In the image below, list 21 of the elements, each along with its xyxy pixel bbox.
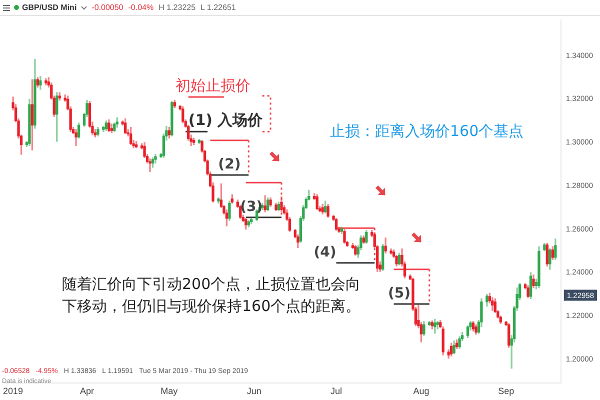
x-tick-label: May: [160, 386, 178, 396]
x-tick-label: Jun: [246, 386, 262, 396]
chart-title: GBP/USD Mini: [22, 3, 77, 12]
x-tick-label: 2019: [3, 386, 24, 396]
annotation: (3): [240, 198, 263, 215]
x-tick-label: Jul: [330, 386, 342, 396]
text: -0.00050: [92, 3, 124, 12]
x-tick-label: Aug: [413, 386, 430, 396]
annotation: 止损：距离入场价160个基点: [330, 122, 524, 140]
text: H 1.23225: [158, 3, 196, 12]
candlestick: [148, 158, 152, 172]
annotation: 随着汇价向下引动200个点，止损位置也会向下移动，但仍旧与现价保持160个点的距离。: [62, 274, 362, 317]
x-tick-label: Apr: [80, 386, 94, 396]
text: -0.04%: [128, 3, 154, 12]
annotation: 初始止损价: [176, 76, 251, 94]
annotation: (2): [218, 156, 241, 173]
annotation: (5): [388, 286, 411, 302]
annotation: (1) 入场价: [188, 111, 264, 130]
annotation: (4): [314, 244, 336, 260]
x-tick-label: Sep: [498, 386, 514, 396]
text: L 1.22651: [200, 3, 236, 12]
